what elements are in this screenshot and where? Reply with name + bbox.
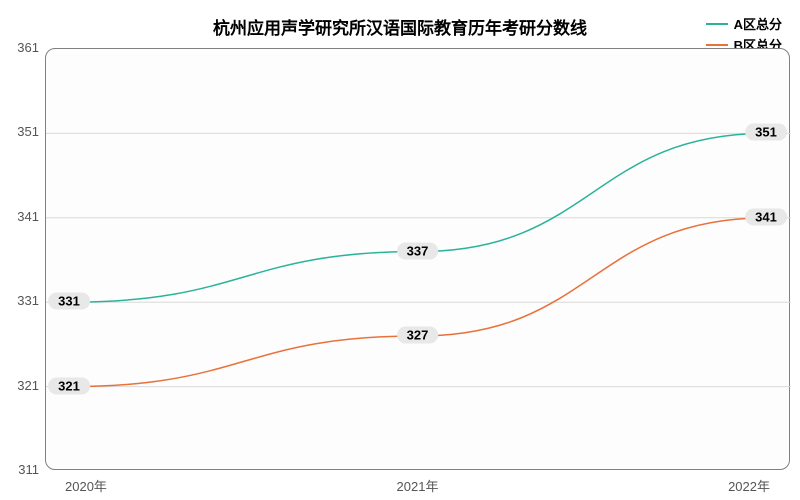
chart-title: 杭州应用声学研究所汉语国际教育历年考研分数线: [0, 14, 800, 39]
data-label: 321: [48, 377, 90, 394]
x-tick-label: 2022年: [690, 476, 770, 495]
y-tick-label: 311: [9, 462, 39, 477]
legend-item-a: A区总分: [706, 14, 782, 33]
y-tick-label: 351: [9, 124, 39, 139]
y-tick-label: 361: [9, 40, 39, 55]
legend-label-a: A区总分: [734, 14, 782, 33]
y-tick-label: 331: [9, 293, 39, 308]
chart-svg: [46, 49, 791, 471]
y-tick-label: 341: [9, 209, 39, 224]
x-tick-label: 2020年: [65, 476, 145, 495]
y-tick-label: 321: [9, 378, 39, 393]
data-label: 327: [397, 326, 439, 343]
data-label: 331: [48, 293, 90, 310]
data-label: 337: [397, 242, 439, 259]
data-label: 351: [745, 124, 787, 141]
x-tick-label: 2021年: [378, 476, 458, 495]
chart-container: 杭州应用声学研究所汉语国际教育历年考研分数线 A区总分 B区总分 3113213…: [0, 0, 800, 500]
legend-swatch-b: [706, 44, 728, 46]
legend-swatch-a: [706, 23, 728, 25]
data-label: 341: [745, 208, 787, 225]
